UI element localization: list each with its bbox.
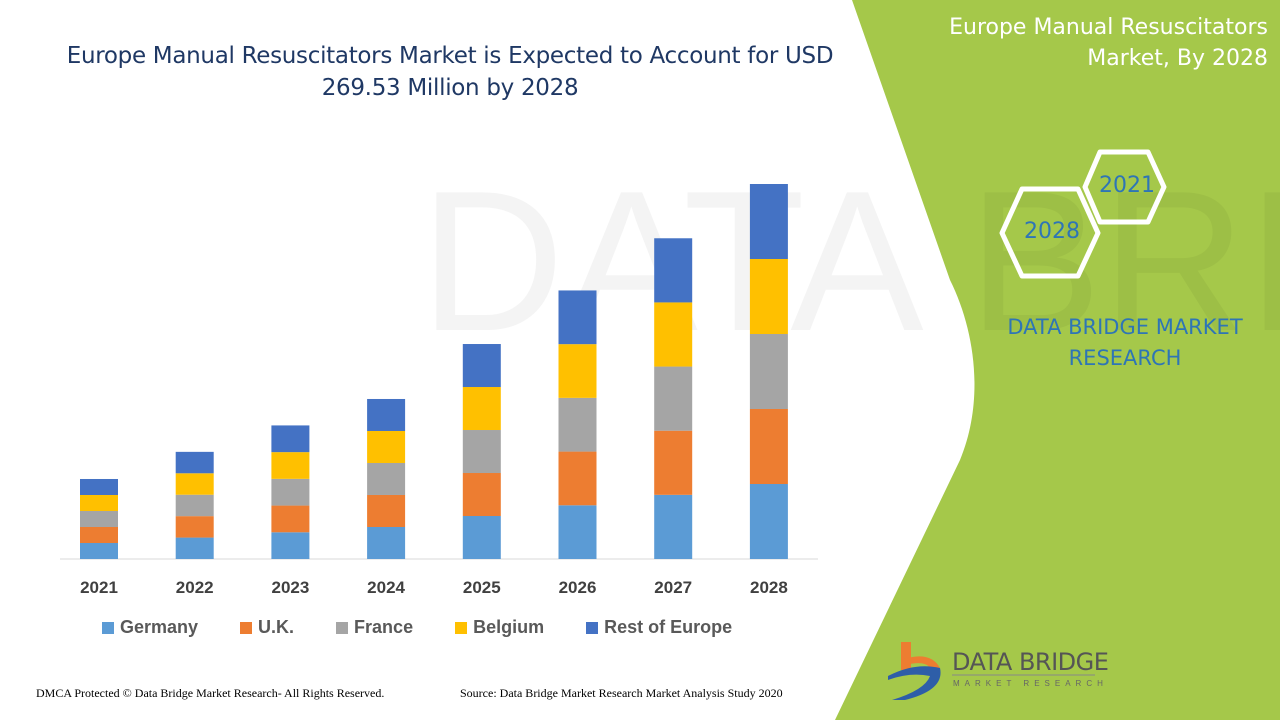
logo-tagline: MARKET RESEARCH: [953, 679, 1108, 688]
bar-2026-france: [558, 397, 597, 452]
legend-item: U.K.: [240, 617, 294, 638]
bar-2024-germany: [367, 526, 406, 559]
bar-2028-belgium: [749, 259, 788, 334]
bar-2026-belgium: [558, 344, 597, 398]
brand-text: DATA BRIDGE MARKET RESEARCH: [1007, 315, 1243, 370]
bar-2022-rest-of-europe: [175, 451, 214, 474]
stacked-bar-chart: 2021 2022 2023 2024 2025 2026 2027 2028: [60, 184, 818, 597]
bar-2028-rest-of-europe: [749, 184, 788, 259]
bar-2027-u-k-: [654, 430, 693, 495]
bar-2028-france: [749, 334, 788, 409]
legend-item: Rest of Europe: [586, 617, 732, 638]
bar-2023-u-k-: [271, 505, 310, 533]
x-tick-label: 2028: [750, 578, 788, 597]
bar-2024-france: [367, 462, 406, 495]
bar-2025-france: [462, 430, 501, 474]
bar-2021-u-k-: [80, 526, 118, 543]
bar-2021-rest-of-europe: [80, 478, 118, 495]
legend: Germany U.K. France Belgium Rest of Europe: [102, 617, 774, 638]
legend-swatch: [586, 621, 599, 634]
bar-2022-belgium: [175, 473, 214, 495]
bar-2024-belgium: [367, 430, 406, 463]
bar-2027-france: [654, 366, 693, 431]
bar-2021-germany: [80, 542, 118, 559]
hex-2021: [1082, 149, 1167, 225]
legend-swatch: [336, 621, 349, 634]
legend-label: France: [354, 617, 414, 637]
bar-2022-germany: [175, 537, 214, 559]
legend-label: Germany: [120, 617, 199, 637]
source-text: Source: Data Bridge Market Research Mark…: [460, 686, 783, 700]
legend-swatch: [240, 621, 253, 634]
hex-2028: [999, 186, 1101, 279]
bar-2025-u-k-: [462, 473, 501, 517]
bar-2028-germany: [749, 484, 788, 559]
bar-2025-germany: [462, 516, 501, 559]
logo-icon: [888, 642, 941, 700]
bar-2021-belgium: [80, 494, 118, 511]
legend-swatch: [102, 621, 114, 634]
legend-item: Germany: [102, 617, 198, 638]
bar-2025-belgium: [462, 387, 501, 431]
bar-2025-rest-of-europe: [462, 344, 501, 388]
x-tick-label: 2022: [176, 578, 214, 597]
hex-label-2021: 2021: [1099, 173, 1155, 198]
x-tick-label: 2026: [559, 578, 597, 597]
bar-2024-u-k-: [367, 494, 406, 527]
legend-swatch: [455, 621, 468, 634]
bar-2022-u-k-: [175, 516, 214, 538]
x-tick-label: 2023: [271, 578, 309, 597]
copyright-text: DMCA Protected © Data Bridge Market Rese…: [36, 686, 385, 700]
bar-2023-france: [271, 478, 310, 506]
bar-2023-belgium: [271, 452, 310, 479]
bar-2027-rest-of-europe: [654, 238, 693, 303]
bar-2026-u-k-: [558, 451, 597, 506]
legend-label: Rest of Europe: [604, 617, 733, 637]
x-tick-label: 2027: [654, 578, 692, 597]
bar-2023-rest-of-europe: [271, 425, 310, 453]
x-tick-label: 2024: [367, 578, 405, 597]
hex-label-2028: 2028: [1024, 219, 1080, 244]
x-tick-label: 2021: [80, 578, 118, 597]
legend-label: Belgium: [473, 617, 545, 637]
legend-item: Belgium: [455, 617, 544, 638]
chart-title: Europe Manual Resuscitators Market is Ex…: [66, 43, 834, 101]
logo-name: DATA BRIDGE: [952, 648, 1109, 676]
side-panel-title: Europe Manual Resuscitators Market, By 2…: [949, 15, 1268, 71]
bar-2026-germany: [558, 505, 597, 559]
bar-2028-u-k-: [749, 409, 788, 484]
bar-2027-germany: [654, 494, 693, 559]
x-tick-label: 2025: [463, 578, 501, 597]
bar-2026-rest-of-europe: [558, 290, 597, 345]
bar-2023-germany: [271, 532, 310, 559]
bar-2022-france: [175, 494, 214, 517]
legend-label: U.K.: [258, 617, 295, 637]
bar-2024-rest-of-europe: [367, 398, 406, 431]
bar-2021-france: [80, 510, 118, 527]
legend-item: France: [336, 617, 413, 638]
bar-2027-belgium: [654, 302, 693, 367]
green-side-panel: [835, 0, 1280, 720]
